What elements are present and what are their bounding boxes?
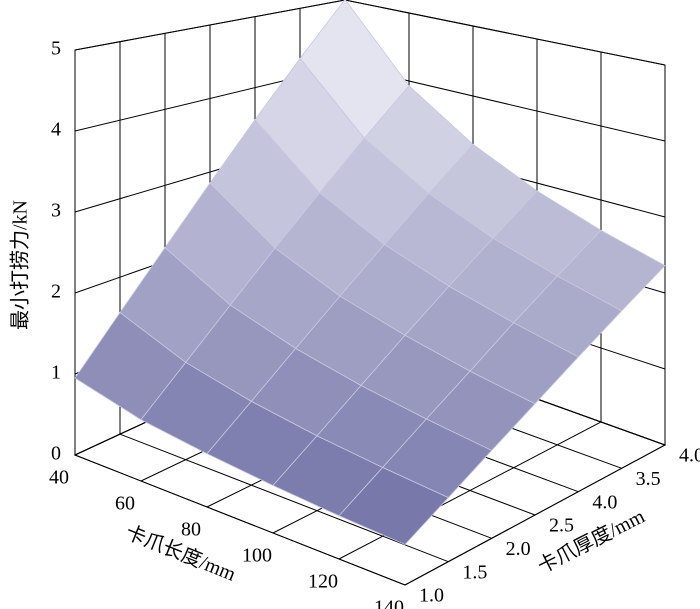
y-tick-label: 2.0 <box>506 538 531 560</box>
x-tick-label: 100 <box>242 545 272 567</box>
y-tick-label: 3.5 <box>636 468 661 490</box>
x-tick-label: 120 <box>308 571 338 593</box>
z-tick-label: 2 <box>51 281 61 303</box>
x-tick-label: 140 <box>374 597 404 609</box>
grid-line <box>119 41 449 563</box>
y-tick-label: 2.5 <box>549 515 574 537</box>
y-tick-label: 4.0 <box>592 491 617 513</box>
y-tick-label: 1.5 <box>462 561 487 583</box>
y-tick-label: 4.0 <box>679 445 700 467</box>
z-tick-label: 1 <box>51 362 61 384</box>
surface-patch <box>338 467 449 545</box>
x-tick-label: 60 <box>115 493 135 515</box>
y-tick-label: 1.0 <box>419 585 444 607</box>
grid-line <box>74 50 406 586</box>
x-tick-label: 80 <box>181 519 201 541</box>
z-axis-label: 最小打捞力/kN <box>9 200 32 330</box>
x-tick-label: 40 <box>49 467 69 489</box>
z-tick-label: 3 <box>51 200 61 222</box>
z-tick-label: 0 <box>51 443 61 465</box>
z-tick-label: 4 <box>51 119 61 141</box>
z-tick-label: 5 <box>51 38 61 60</box>
